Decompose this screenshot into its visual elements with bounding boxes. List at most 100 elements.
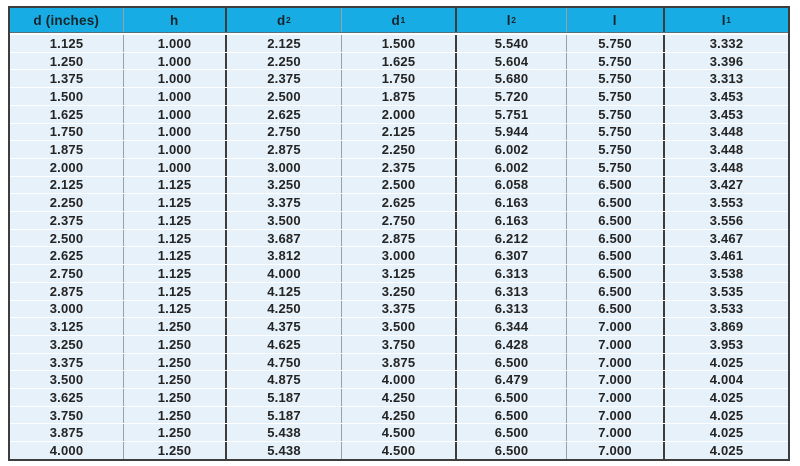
header-subscript: 2 <box>286 14 291 25</box>
table-cell: 5.604 <box>457 52 567 70</box>
table-cell: 1.250 <box>124 353 227 371</box>
table-cell: 3.448 <box>709 142 744 158</box>
table-cell: 1.125 <box>124 265 227 282</box>
table-cell: 2.250 <box>342 141 457 158</box>
table-cell: 1.500 <box>342 35 457 52</box>
table-cell: 1.000 <box>124 52 227 70</box>
table-cell: 1.750 <box>10 123 124 141</box>
table-cell: 1.750 <box>342 70 457 88</box>
table-cell: 6.313 <box>457 300 567 318</box>
table-cell: 6.344 <box>457 318 567 335</box>
table-cell: 6.163 <box>457 212 567 229</box>
table-cell: 6.500 <box>567 176 665 194</box>
table-cell: 3.687 <box>227 229 342 247</box>
table-cell: 3.533 <box>709 301 744 317</box>
table-cell: 6.058 <box>457 176 567 194</box>
table-row: 3.125 1.250 4.375 3.500 6.344 7.000 3.869 <box>10 317 788 335</box>
table-cell: 3.250 <box>10 335 124 353</box>
table-cell: 5.750 <box>567 141 665 158</box>
table-cell: 6.212 <box>457 229 567 247</box>
header-label: d (inches) <box>33 12 100 28</box>
table-cell: 4.500 <box>342 442 457 459</box>
table-cell: 2.125 <box>342 123 457 141</box>
table-cell: 1.625 <box>342 52 457 70</box>
table-cell: 1.000 <box>124 88 227 105</box>
table-row: 3.000 1.125 4.250 3.375 6.313 6.500 3.533 <box>10 299 788 318</box>
table-cell: 3.500 <box>342 318 457 335</box>
table-cell: 2.500 <box>10 229 124 247</box>
table-cell: 2.000 <box>10 158 124 176</box>
table-cell: 6.500 <box>567 265 665 282</box>
table-cell: 1.875 <box>342 88 457 105</box>
column-header-l: l <box>567 8 665 32</box>
table-cell: 6.500 <box>567 212 665 229</box>
table-cell: 6.500 <box>457 442 567 459</box>
table-cell: 1.125 <box>124 194 227 212</box>
table-cell: 3.869 <box>709 319 744 335</box>
table-cell: 3.553 <box>709 195 744 211</box>
table-row: 3.375 1.250 4.750 3.875 6.500 7.000 4.025 <box>10 352 788 371</box>
table-row: 3.750 1.250 5.187 4.250 6.500 7.000 4.025 <box>10 405 788 424</box>
table-cell: 3.375 <box>342 300 457 318</box>
table-cell: 4.000 <box>227 265 342 282</box>
column-header-d-inches: d (inches) <box>10 8 124 32</box>
table-cell: 3.375 <box>10 353 124 371</box>
table-cell: 1.125 <box>124 229 227 247</box>
table-cell: 1.000 <box>124 158 227 176</box>
table-cell: 2.375 <box>227 70 342 88</box>
table-cell: 4.025 <box>709 389 744 405</box>
table-cell: 3.625 <box>10 389 124 406</box>
table-row: 2.500 1.125 3.687 2.875 6.212 6.500 3.467 <box>10 228 788 247</box>
table-cell: 1.125 <box>124 176 227 194</box>
header-label: h <box>170 12 179 28</box>
table-cell: 5.750 <box>567 105 665 123</box>
table-cell: 1.000 <box>124 141 227 158</box>
table-cell: 1.875 <box>10 141 124 158</box>
table-cell: 7.000 <box>567 389 665 406</box>
table-cell: 2.000 <box>342 105 457 123</box>
table-cell: 5.750 <box>567 35 665 52</box>
table-cell: 6.307 <box>457 247 567 265</box>
table-cell: 2.500 <box>227 88 342 105</box>
table-cell: 6.500 <box>567 300 665 318</box>
table-cell: 5.944 <box>457 123 567 141</box>
table-cell: 3.453 <box>709 106 744 122</box>
header-subscript: 1 <box>726 14 732 25</box>
table-cell: 3.500 <box>227 212 342 229</box>
table-row: 1.250 1.000 2.250 1.625 5.604 5.750 3.396 <box>10 51 788 70</box>
table-body: 1.125 1.000 2.125 1.500 5.540 5.750 3.332 1.250… <box>10 33 788 459</box>
table-cell: 2.125 <box>10 176 124 194</box>
table-cell: 4.025 <box>709 354 744 370</box>
table-cell: 1.125 <box>124 300 227 318</box>
table-cell: 5.540 <box>457 35 567 52</box>
table-cell: 5.751 <box>457 105 567 123</box>
table-cell: 2.250 <box>10 194 124 212</box>
table-cell: 1.000 <box>124 70 227 88</box>
table-row: 2.000 1.000 3.000 2.375 6.002 5.750 3.448 <box>10 157 788 176</box>
header-label: l <box>721 12 726 28</box>
table-cell: 3.396 <box>709 53 744 69</box>
table-cell: 2.625 <box>342 194 457 212</box>
table-cell: 6.500 <box>567 247 665 265</box>
table-cell: 6.500 <box>457 389 567 406</box>
table-cell: 3.250 <box>227 176 342 194</box>
table-cell: 4.000 <box>10 442 124 459</box>
table-cell: 1.250 <box>124 335 227 353</box>
column-header-h: h <box>124 8 227 32</box>
table-cell: 3.375 <box>227 194 342 212</box>
table-cell: 3.332 <box>709 35 744 51</box>
table-cell: 4.875 <box>227 371 342 389</box>
header-subscript: 1 <box>400 14 406 25</box>
table-cell: 7.000 <box>567 371 665 389</box>
table-cell: 5.750 <box>567 70 665 88</box>
table-cell: 6.500 <box>567 282 665 300</box>
table-row: 3.875 1.250 5.438 4.500 6.500 7.000 4.025 <box>10 423 788 442</box>
table-cell: 7.000 <box>567 424 665 442</box>
table-cell: 5.438 <box>227 442 342 459</box>
table-cell: 5.750 <box>567 88 665 105</box>
table-cell: 6.002 <box>457 158 567 176</box>
